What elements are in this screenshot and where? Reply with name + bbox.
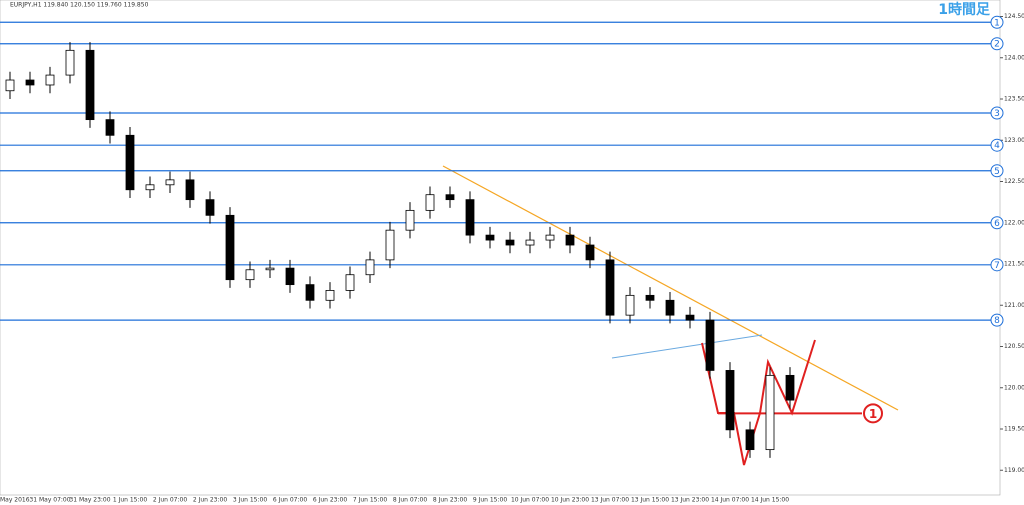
x-tick-label: 2 Jun 23:00 — [193, 497, 227, 504]
candle-body — [685, 314, 695, 321]
level-badge — [990, 15, 1004, 29]
candle-body — [605, 259, 615, 316]
y-tick-label: 123.500 — [1004, 96, 1024, 103]
candle-body — [145, 184, 155, 191]
candle-body — [385, 229, 395, 261]
y-tick-label: 119.000 — [1004, 467, 1024, 474]
x-tick-label: 13 Jun 23:00 — [671, 497, 709, 504]
candle-body — [785, 374, 795, 401]
candle-body — [445, 194, 455, 201]
level-label: 7 — [994, 261, 1000, 271]
x-tick-label: 30 May 2016 — [0, 497, 30, 504]
candle-body — [185, 179, 195, 201]
candle-body — [465, 199, 475, 236]
candle-body — [205, 199, 215, 216]
candle-body — [485, 234, 495, 241]
level-label: 6 — [994, 219, 1000, 229]
x-tick-label: 31 May 07:00 — [29, 497, 70, 504]
y-tick-label: 123.000 — [1004, 137, 1024, 144]
x-tick-label: 8 Jun 23:00 — [433, 497, 467, 504]
level-badge — [990, 313, 1004, 327]
candle-body — [705, 319, 715, 371]
x-tick-label: 14 Jun 07:00 — [711, 497, 749, 504]
candle-body — [645, 294, 655, 301]
y-tick-label: 119.500 — [1004, 426, 1024, 433]
x-tick-label: 13 Jun 15:00 — [631, 497, 669, 504]
y-tick-label: 124.000 — [1004, 54, 1024, 61]
x-tick-label: 31 May 23:00 — [69, 497, 110, 504]
candle-body — [65, 49, 75, 76]
candle-body — [405, 209, 415, 231]
candle-body — [325, 289, 335, 301]
level-badge — [990, 164, 1004, 178]
candle-body — [625, 294, 635, 316]
candle-body — [505, 239, 515, 246]
x-tick-label: 14 Jun 15:00 — [751, 497, 789, 504]
candle-body — [25, 79, 35, 86]
level-badge — [990, 138, 1004, 152]
candle-body — [585, 244, 595, 261]
level-label: 4 — [994, 141, 1000, 151]
x-tick-label: 8 Jun 07:00 — [393, 497, 427, 504]
level-badge — [990, 258, 1004, 272]
plot-area — [0, 0, 1001, 496]
trend-line — [442, 165, 899, 411]
x-tick-label: 3 Jun 15:00 — [233, 497, 267, 504]
support-label: 1 — [869, 407, 877, 421]
x-tick-label: 6 Jun 07:00 — [273, 497, 307, 504]
candle-body — [165, 179, 175, 186]
candle-body — [745, 429, 755, 451]
x-tick-label: 6 Jun 23:00 — [313, 497, 347, 504]
trend-line — [611, 334, 763, 359]
y-tick-label: 122.000 — [1004, 219, 1024, 226]
candle-body — [285, 267, 295, 286]
candle-body — [345, 274, 355, 291]
x-tick-label: 9 Jun 15:00 — [473, 497, 507, 504]
candle-body — [85, 49, 95, 121]
candle-body — [425, 194, 435, 211]
y-tick-label: 121.500 — [1004, 261, 1024, 268]
candle-body — [765, 374, 775, 451]
candle-body — [305, 284, 315, 301]
level-label: 5 — [994, 167, 1000, 177]
y-tick-label: 124.500 — [1004, 13, 1024, 20]
candle-body — [225, 214, 235, 281]
candle-body — [125, 134, 135, 191]
x-tick-label: 1 Jun 15:00 — [113, 497, 147, 504]
candle-body — [365, 259, 375, 276]
candle-body — [265, 267, 275, 271]
x-tick-label: 13 Jun 07:00 — [591, 497, 629, 504]
candle-body — [5, 79, 15, 92]
level-badge — [990, 106, 1004, 120]
candle-body — [45, 74, 55, 86]
candle-body — [525, 239, 535, 246]
y-tick-label: 122.500 — [1004, 178, 1024, 185]
x-tick-label: 2 Jun 07:00 — [153, 497, 187, 504]
level-label: 3 — [994, 109, 1000, 119]
level-label: 1 — [994, 18, 1000, 28]
candle-body — [245, 269, 255, 281]
support-badge — [863, 403, 883, 424]
candle-body — [105, 119, 115, 136]
candle-body — [565, 234, 575, 246]
level-badge — [990, 216, 1004, 230]
candle-body — [545, 234, 555, 241]
y-tick-label: 120.500 — [1004, 343, 1024, 350]
candle-body — [665, 299, 675, 316]
candle-body — [725, 370, 735, 431]
timeframe-label: 1時間足 — [938, 1, 991, 18]
level-label: 2 — [994, 40, 1000, 50]
level-label: 8 — [994, 316, 1000, 326]
chart-title: EURJPY,H1 119.840 120.150 119.760 119.85… — [10, 2, 149, 9]
y-tick-label: 121.000 — [1004, 302, 1024, 309]
y-tick-label: 120.000 — [1004, 384, 1024, 391]
x-tick-label: 7 Jun 15:00 — [353, 497, 387, 504]
x-tick-label: 10 Jun 07:00 — [511, 497, 549, 504]
level-badge — [990, 37, 1004, 51]
x-tick-label: 10 Jun 23:00 — [551, 497, 589, 504]
